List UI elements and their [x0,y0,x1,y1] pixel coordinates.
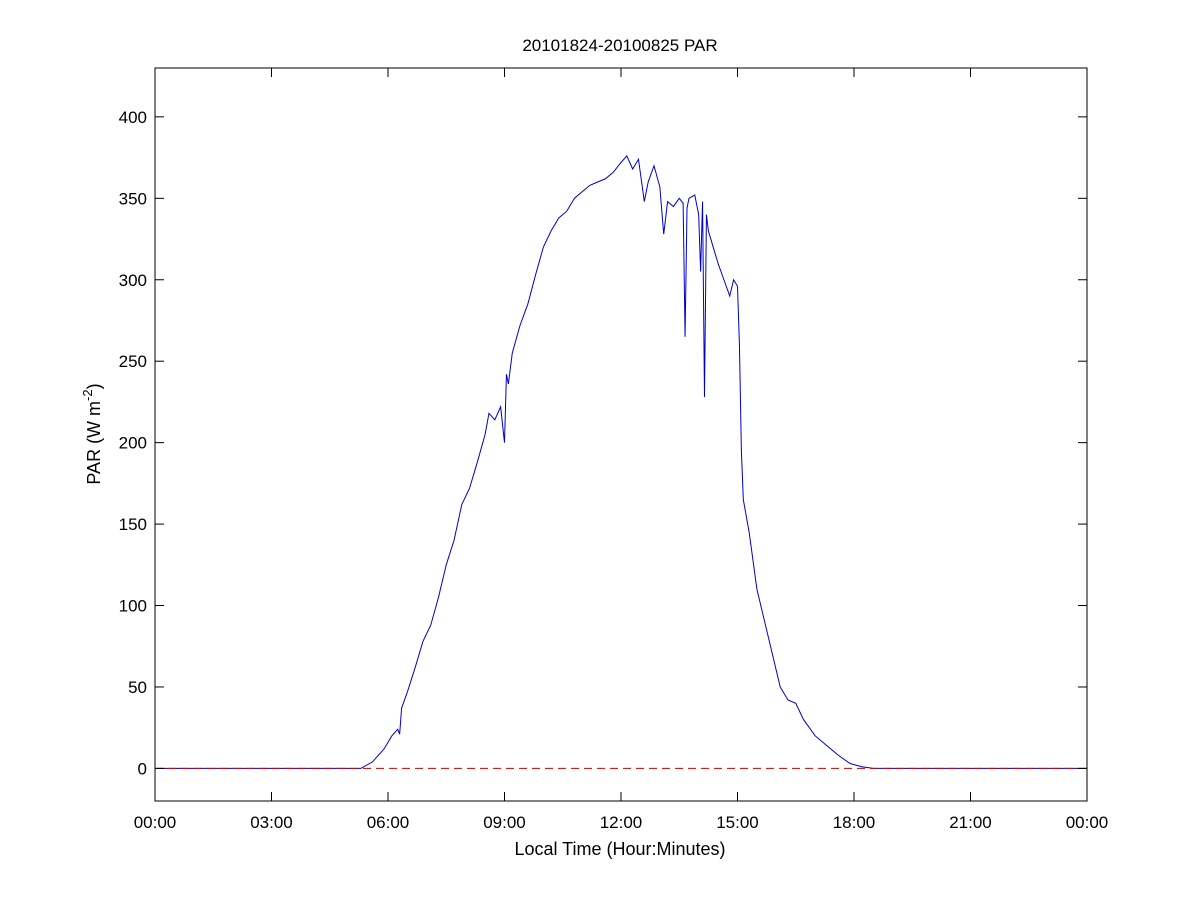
y-tick-labels: 0 50 100 150 200 250 300 350 400 [119,108,147,779]
x-tick-label: 00:00 [1066,813,1109,832]
x-tick-label: 18:00 [833,813,876,832]
par-series-line [155,155,1087,769]
x-tick-label: 00:00 [134,813,177,832]
chart-title: 20101824-20100825 PAR [522,36,717,55]
y-tick-label: 0 [138,759,147,778]
y-tick-label: 150 [119,515,147,534]
x-tick-label: 03:00 [250,813,293,832]
y-axis-label-close: ) [84,383,104,389]
y-tick-label: 250 [119,352,147,371]
y-axis-label: PAR (W m-2) [80,383,104,484]
x-tick-label: 06:00 [367,813,410,832]
y-tick-label: 350 [119,189,147,208]
series-layer [155,155,1087,769]
x-tick-labels: 00:00 03:00 06:00 09:00 12:00 15:00 18:00 21:00… [134,813,1109,832]
y-tick-label: 300 [119,271,147,290]
x-tick-label: 15:00 [716,813,759,832]
y-axis-label-main: PAR (W m [84,401,104,485]
y-tick-label: 400 [119,108,147,127]
x-axis-label: Local Time (Hour:Minutes) [514,839,725,859]
x-tick-label: 12:00 [600,813,643,832]
plot-area [154,67,1088,802]
y-tick-label: 200 [119,434,147,453]
x-tick-label: 09:00 [483,813,526,832]
y-tick-label: 100 [119,597,147,616]
ticks-layer [154,68,1088,801]
y-axis-label-superscript: -2 [80,389,95,401]
x-tick-label: 21:00 [949,813,992,832]
y-tick-label: 50 [128,678,147,697]
